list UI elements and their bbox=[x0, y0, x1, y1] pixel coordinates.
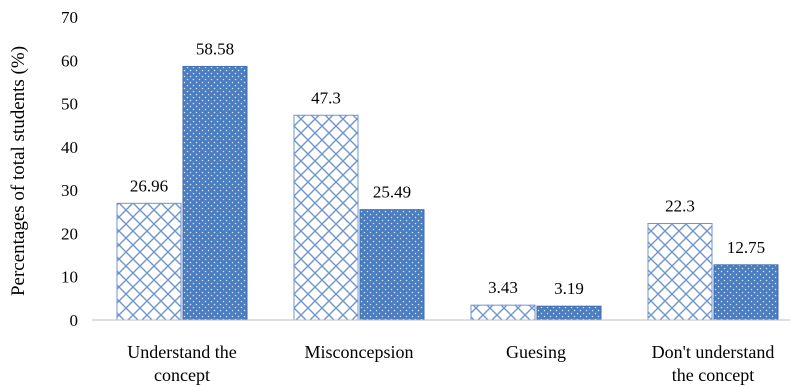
data-labels-group: 26.96 47.3 3.43 22.3 58.58 25.49 3.19 12.75 bbox=[130, 39, 765, 298]
bar bbox=[359, 209, 425, 321]
category-label: Don't understand bbox=[652, 342, 775, 362]
category-label: the concept bbox=[672, 365, 754, 385]
y-tick-label: 20 bbox=[61, 224, 78, 243]
data-label: 58.58 bbox=[196, 39, 234, 58]
y-tick-label: 0 bbox=[70, 311, 79, 330]
y-tick-label: 30 bbox=[61, 181, 78, 200]
category-label: Guesing bbox=[506, 342, 566, 362]
category-label: Misconcepsion bbox=[305, 342, 414, 362]
y-axis-title: Percentages of total students (%) bbox=[8, 46, 29, 296]
bar bbox=[116, 202, 182, 321]
y-tick-label: 10 bbox=[61, 268, 78, 287]
category-label: Understand the bbox=[127, 342, 236, 362]
bar bbox=[182, 65, 248, 321]
y-tick-label: 40 bbox=[61, 138, 78, 157]
y-axis: 0 10 20 30 40 50 60 70 bbox=[61, 8, 78, 330]
data-label: 3.43 bbox=[488, 278, 518, 297]
data-label: 12.75 bbox=[727, 238, 765, 257]
bar bbox=[293, 114, 359, 321]
data-label: 22.3 bbox=[665, 196, 695, 215]
data-label: 47.3 bbox=[311, 88, 341, 107]
bar bbox=[470, 304, 536, 321]
data-label: 25.49 bbox=[373, 183, 411, 202]
y-tick-label: 50 bbox=[61, 95, 78, 114]
y-tick-label: 70 bbox=[61, 8, 78, 27]
x-axis: Understand the concept Misconcepsion Guesin… bbox=[127, 342, 774, 385]
bar bbox=[536, 305, 602, 321]
category-label: concept bbox=[154, 365, 210, 385]
y-tick-label: 60 bbox=[61, 51, 78, 70]
data-label: 3.19 bbox=[554, 279, 584, 298]
bars-group bbox=[116, 65, 779, 321]
bar bbox=[647, 222, 713, 321]
bar bbox=[713, 264, 779, 321]
data-label: 26.96 bbox=[130, 176, 168, 195]
